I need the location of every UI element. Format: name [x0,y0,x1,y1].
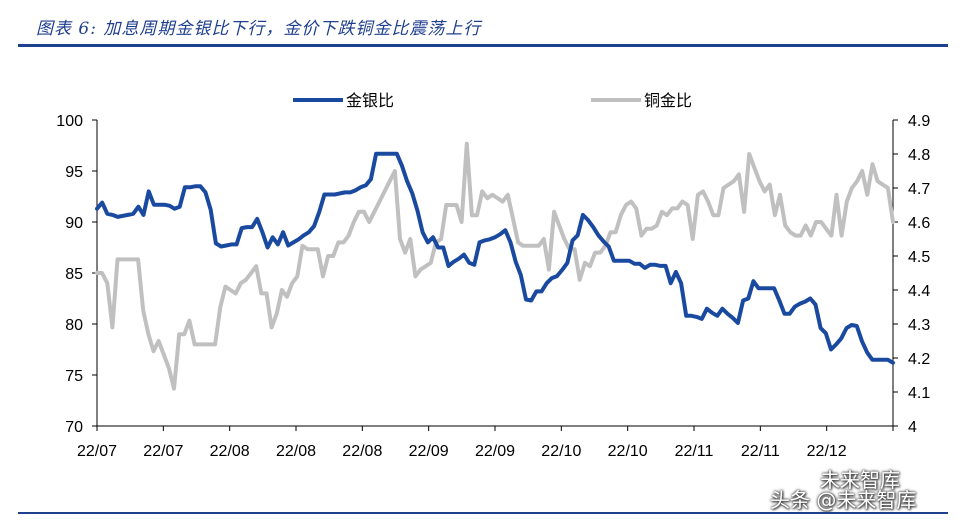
right-tick-label: 4.8 [908,147,930,164]
right-tick-label: 4.1 [908,385,930,402]
x-tick-label: 22/07 [143,443,183,460]
x-tick-label: 22/09 [409,443,449,460]
left-tick-label: 80 [65,317,83,334]
x-tick-label: 22/09 [475,443,515,460]
left-tick-label: 100 [56,113,83,130]
series-line-gold-silver [95,151,895,365]
x-tick-label: 22/11 [741,443,780,460]
legend-label: 金银比 [346,91,394,110]
left-tick-label: 70 [65,419,83,436]
x-tick-label: 22/07 [77,443,117,460]
right-tick-label: 4.9 [908,113,930,130]
right-tick-label: 4.7 [908,181,930,198]
legend-label: 铜金比 [644,91,692,110]
right-tick-label: 4.5 [908,249,930,266]
x-tick-label: 22/08 [210,443,250,460]
bottom-rule [18,512,948,514]
watermark-bottom: 头条 @未来智库 [770,488,917,512]
x-tick-label: 22/12 [807,443,847,460]
right-tick-label: 4.4 [908,283,930,300]
left-tick-label: 90 [65,215,83,232]
left-tick-label: 75 [65,368,83,385]
right-tick-label: 4.2 [908,351,930,368]
chart-series [95,141,895,391]
figure-title: 图表 6: 加息周期金银比下行，金价下跌铜金比震荡上行 [36,19,482,39]
x-tick-label: 22/08 [276,443,316,460]
x-tick-label: 22/11 [675,443,714,460]
series-line-copper-gold [95,141,895,391]
chart-legend: 金银比 铜金比 [293,91,692,110]
right-tick-label: 4 [908,419,917,436]
left-tick-label: 95 [65,164,83,181]
watermark-top: 未来智库 [820,468,900,492]
chart-axes: 70 75 80 85 90 95 100 4 4.1 4.2 4.3 4.4 4.5 4.6 4.7 4.8… [56,113,930,460]
right-tick-label: 4.6 [908,215,930,232]
top-rule [18,44,948,47]
right-tick-label: 4.3 [908,317,930,334]
x-tick-label: 22/10 [541,443,581,460]
x-tick-label: 22/10 [608,443,648,460]
x-tick-label: 22/08 [342,443,382,460]
left-tick-label: 85 [65,266,83,283]
